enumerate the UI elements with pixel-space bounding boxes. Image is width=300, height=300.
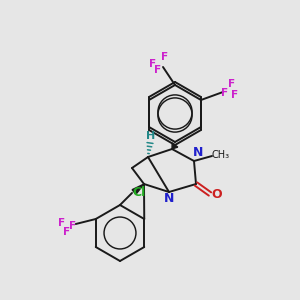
Text: F: F	[228, 79, 236, 89]
Polygon shape	[172, 143, 178, 149]
Text: F: F	[154, 65, 162, 75]
Text: N: N	[193, 146, 203, 160]
Polygon shape	[132, 184, 144, 194]
Text: F: F	[149, 59, 157, 69]
Text: N: N	[164, 193, 174, 206]
Text: F: F	[58, 218, 65, 228]
Text: F: F	[221, 88, 229, 98]
Text: F: F	[63, 227, 70, 237]
Text: O: O	[212, 188, 222, 200]
Text: Cl: Cl	[132, 185, 146, 199]
Text: F: F	[231, 90, 239, 100]
Text: H: H	[146, 131, 156, 141]
Text: F: F	[69, 221, 76, 231]
Text: CH₃: CH₃	[212, 150, 230, 160]
Text: F: F	[161, 52, 169, 62]
